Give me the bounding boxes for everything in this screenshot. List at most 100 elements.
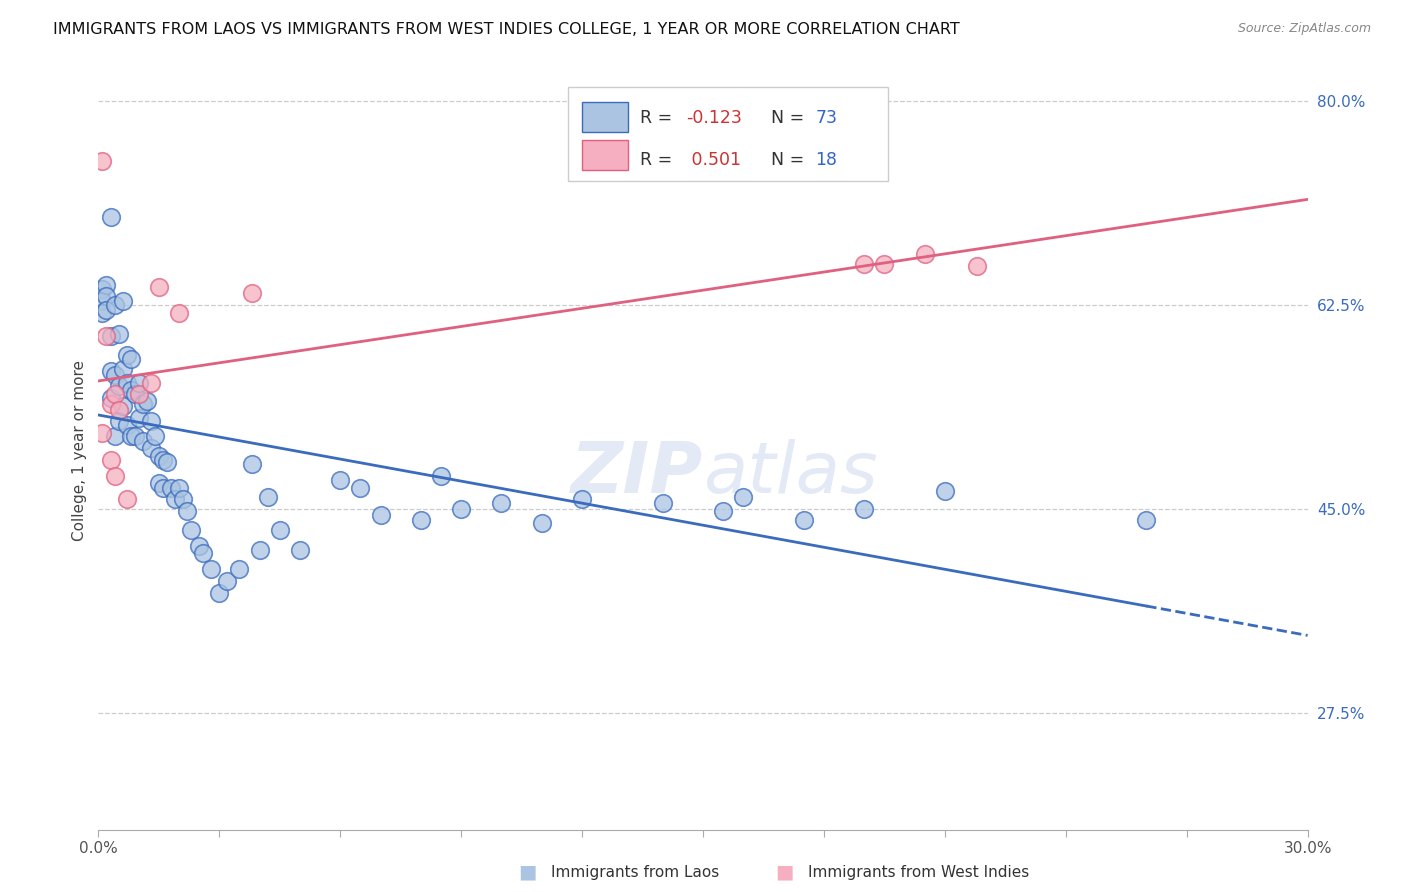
Text: Immigrants from Laos: Immigrants from Laos — [551, 865, 720, 880]
Point — [132, 434, 155, 449]
Point — [934, 484, 956, 499]
Point — [167, 481, 190, 495]
Bar — [582, 140, 628, 170]
Point — [100, 364, 122, 378]
Point — [966, 259, 988, 273]
Text: N =: N = — [770, 151, 810, 169]
Point — [1135, 513, 1157, 527]
Point — [100, 391, 122, 405]
Point — [329, 473, 352, 487]
Point — [188, 539, 211, 553]
Point — [143, 429, 166, 443]
Point — [269, 523, 291, 537]
Point — [91, 154, 114, 169]
Point — [120, 383, 142, 397]
Point — [914, 247, 936, 261]
Point — [193, 546, 215, 560]
Point — [873, 257, 896, 271]
Point — [450, 501, 472, 516]
Point — [793, 513, 815, 527]
Text: 18: 18 — [815, 151, 838, 169]
Text: -0.123: -0.123 — [686, 110, 742, 128]
FancyBboxPatch shape — [568, 87, 889, 181]
Point — [208, 586, 231, 600]
Text: 73: 73 — [815, 110, 838, 128]
Point — [115, 492, 138, 507]
Point — [288, 542, 311, 557]
Text: R =: R = — [640, 110, 678, 128]
Point — [491, 496, 513, 510]
Text: R =: R = — [640, 151, 678, 169]
Point — [111, 294, 134, 309]
Point — [111, 361, 134, 376]
Point — [217, 574, 239, 588]
Point — [103, 429, 125, 443]
Point — [103, 298, 125, 312]
Point — [148, 450, 170, 464]
Point — [107, 414, 129, 428]
Point — [91, 283, 114, 297]
Point — [172, 492, 194, 507]
Point — [115, 417, 138, 432]
Point — [651, 496, 673, 510]
Point — [124, 387, 146, 401]
Point — [96, 329, 118, 343]
Point — [148, 476, 170, 491]
Point — [128, 410, 150, 425]
Point — [530, 516, 553, 530]
Text: N =: N = — [770, 110, 810, 128]
Point — [132, 397, 155, 411]
Legend: , : , — [748, 95, 804, 158]
Text: ZIP: ZIP — [571, 439, 703, 508]
Point — [139, 376, 162, 390]
Point — [156, 455, 179, 469]
Point — [107, 326, 129, 341]
Point — [100, 397, 122, 411]
Y-axis label: College, 1 year or more: College, 1 year or more — [72, 360, 87, 541]
Text: 0.501: 0.501 — [686, 151, 741, 169]
Point — [853, 501, 876, 516]
Point — [100, 452, 122, 467]
Point — [180, 523, 202, 537]
Point — [249, 542, 271, 557]
Point — [370, 508, 392, 522]
Point — [733, 490, 755, 504]
Point — [176, 504, 198, 518]
Point — [100, 329, 122, 343]
Point — [96, 289, 118, 303]
Point — [409, 513, 432, 527]
Point — [103, 387, 125, 401]
Point — [96, 277, 118, 292]
Point — [163, 492, 186, 507]
Point — [111, 399, 134, 413]
Text: atlas: atlas — [703, 439, 877, 508]
Point — [128, 387, 150, 401]
Point — [135, 394, 157, 409]
Point — [96, 303, 118, 318]
Point — [160, 481, 183, 495]
Point — [711, 504, 734, 518]
Point — [571, 492, 593, 507]
Point — [91, 294, 114, 309]
Point — [107, 379, 129, 393]
Point — [200, 562, 222, 576]
Point — [115, 348, 138, 362]
Point — [91, 425, 114, 440]
Text: Source: ZipAtlas.com: Source: ZipAtlas.com — [1237, 22, 1371, 36]
Point — [124, 429, 146, 443]
Point — [139, 441, 162, 455]
Bar — [582, 102, 628, 132]
Point — [107, 402, 129, 417]
Point — [148, 280, 170, 294]
Point — [349, 481, 371, 495]
Text: IMMIGRANTS FROM LAOS VS IMMIGRANTS FROM WEST INDIES COLLEGE, 1 YEAR OR MORE CORR: IMMIGRANTS FROM LAOS VS IMMIGRANTS FROM … — [53, 22, 960, 37]
Point — [240, 458, 263, 472]
Text: Immigrants from West Indies: Immigrants from West Indies — [808, 865, 1029, 880]
Point — [115, 376, 138, 390]
Point — [152, 452, 174, 467]
Point — [91, 306, 114, 320]
Point — [128, 376, 150, 390]
Point — [430, 469, 453, 483]
Point — [240, 285, 263, 300]
Point — [228, 562, 250, 576]
